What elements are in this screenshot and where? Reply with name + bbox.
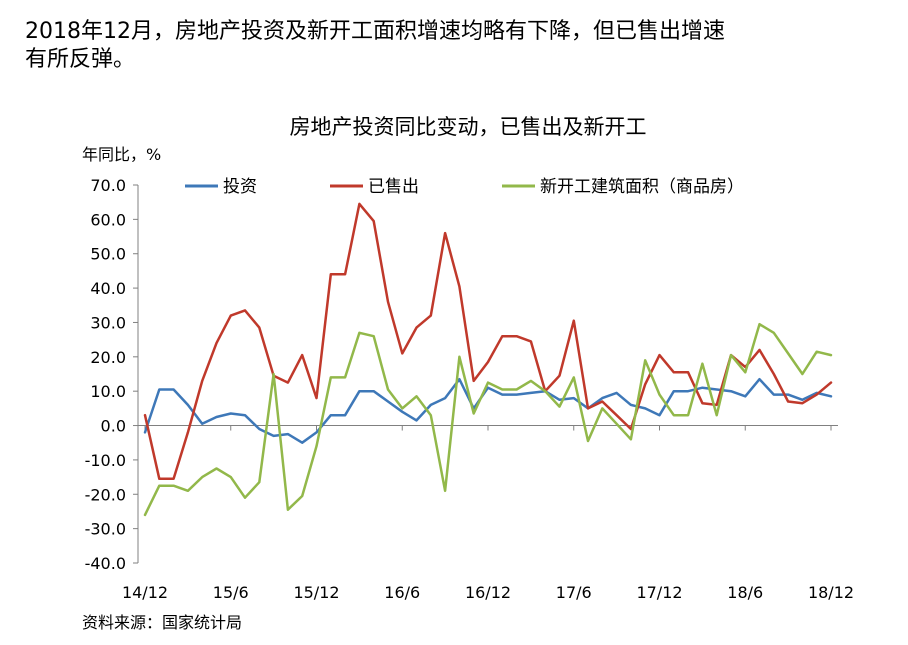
x-tick-label: 16/12 bbox=[465, 583, 511, 602]
y-tick-label: 30.0 bbox=[90, 313, 126, 332]
y-tick-label: -10.0 bbox=[85, 451, 126, 470]
legend-label: 已售出 bbox=[368, 177, 419, 197]
x-tick-label: 14/12 bbox=[122, 583, 168, 602]
x-tick-label: 17/6 bbox=[556, 583, 592, 602]
y-tick-label: 20.0 bbox=[90, 348, 126, 367]
series-line-2 bbox=[143, 202, 833, 481]
y-axis-label: 年同比，% bbox=[82, 145, 161, 164]
series-layer bbox=[143, 202, 833, 517]
x-tick-label: 15/6 bbox=[213, 583, 249, 602]
x-tick-label: 17/12 bbox=[636, 583, 682, 602]
series-line-3 bbox=[143, 322, 833, 517]
y-tick-label: 40.0 bbox=[90, 279, 126, 298]
legend-label: 新开工建筑面积（商品房） bbox=[540, 177, 744, 197]
legend-label: 投资 bbox=[223, 177, 257, 197]
series-line-1 bbox=[143, 377, 833, 444]
y-tick-label: -40.0 bbox=[85, 554, 126, 573]
y-tick-label: 10.0 bbox=[90, 382, 126, 401]
legend: 投资 已售出 新开工建筑面积（商品房） bbox=[185, 177, 744, 197]
x-tick-label: 15/12 bbox=[293, 583, 339, 602]
axes: 70.0 60.0 50.0 40.0 30.0 20.0 10.0 0.0 -10.0 -20.… bbox=[85, 176, 854, 602]
chart-title: 房地产投资同比变动，已售出及新开工 bbox=[290, 115, 647, 139]
headline: 2018年12月，房地产投资及新开工面积增速均略有下降，但已售出增速 有所反弹。 bbox=[25, 18, 885, 74]
headline-line-2: 有所反弹。 bbox=[25, 47, 136, 72]
x-tick-label: 18/6 bbox=[727, 583, 763, 602]
y-tick-label: 70.0 bbox=[90, 176, 126, 195]
x-tick-label: 18/12 bbox=[808, 583, 854, 602]
y-tick-label: 0.0 bbox=[101, 417, 126, 436]
x-tick-label: 16/6 bbox=[384, 583, 420, 602]
y-tick-label: -20.0 bbox=[85, 485, 126, 504]
y-tick-label: 60.0 bbox=[90, 210, 126, 229]
source-note: 资料来源：国家统计局 bbox=[82, 613, 242, 632]
y-tick-label: -30.0 bbox=[85, 520, 126, 539]
headline-line-1: 2018年12月，房地产投资及新开工面积增速均略有下降，但已售出增速 bbox=[25, 19, 725, 44]
y-tick-label: 50.0 bbox=[90, 245, 126, 264]
